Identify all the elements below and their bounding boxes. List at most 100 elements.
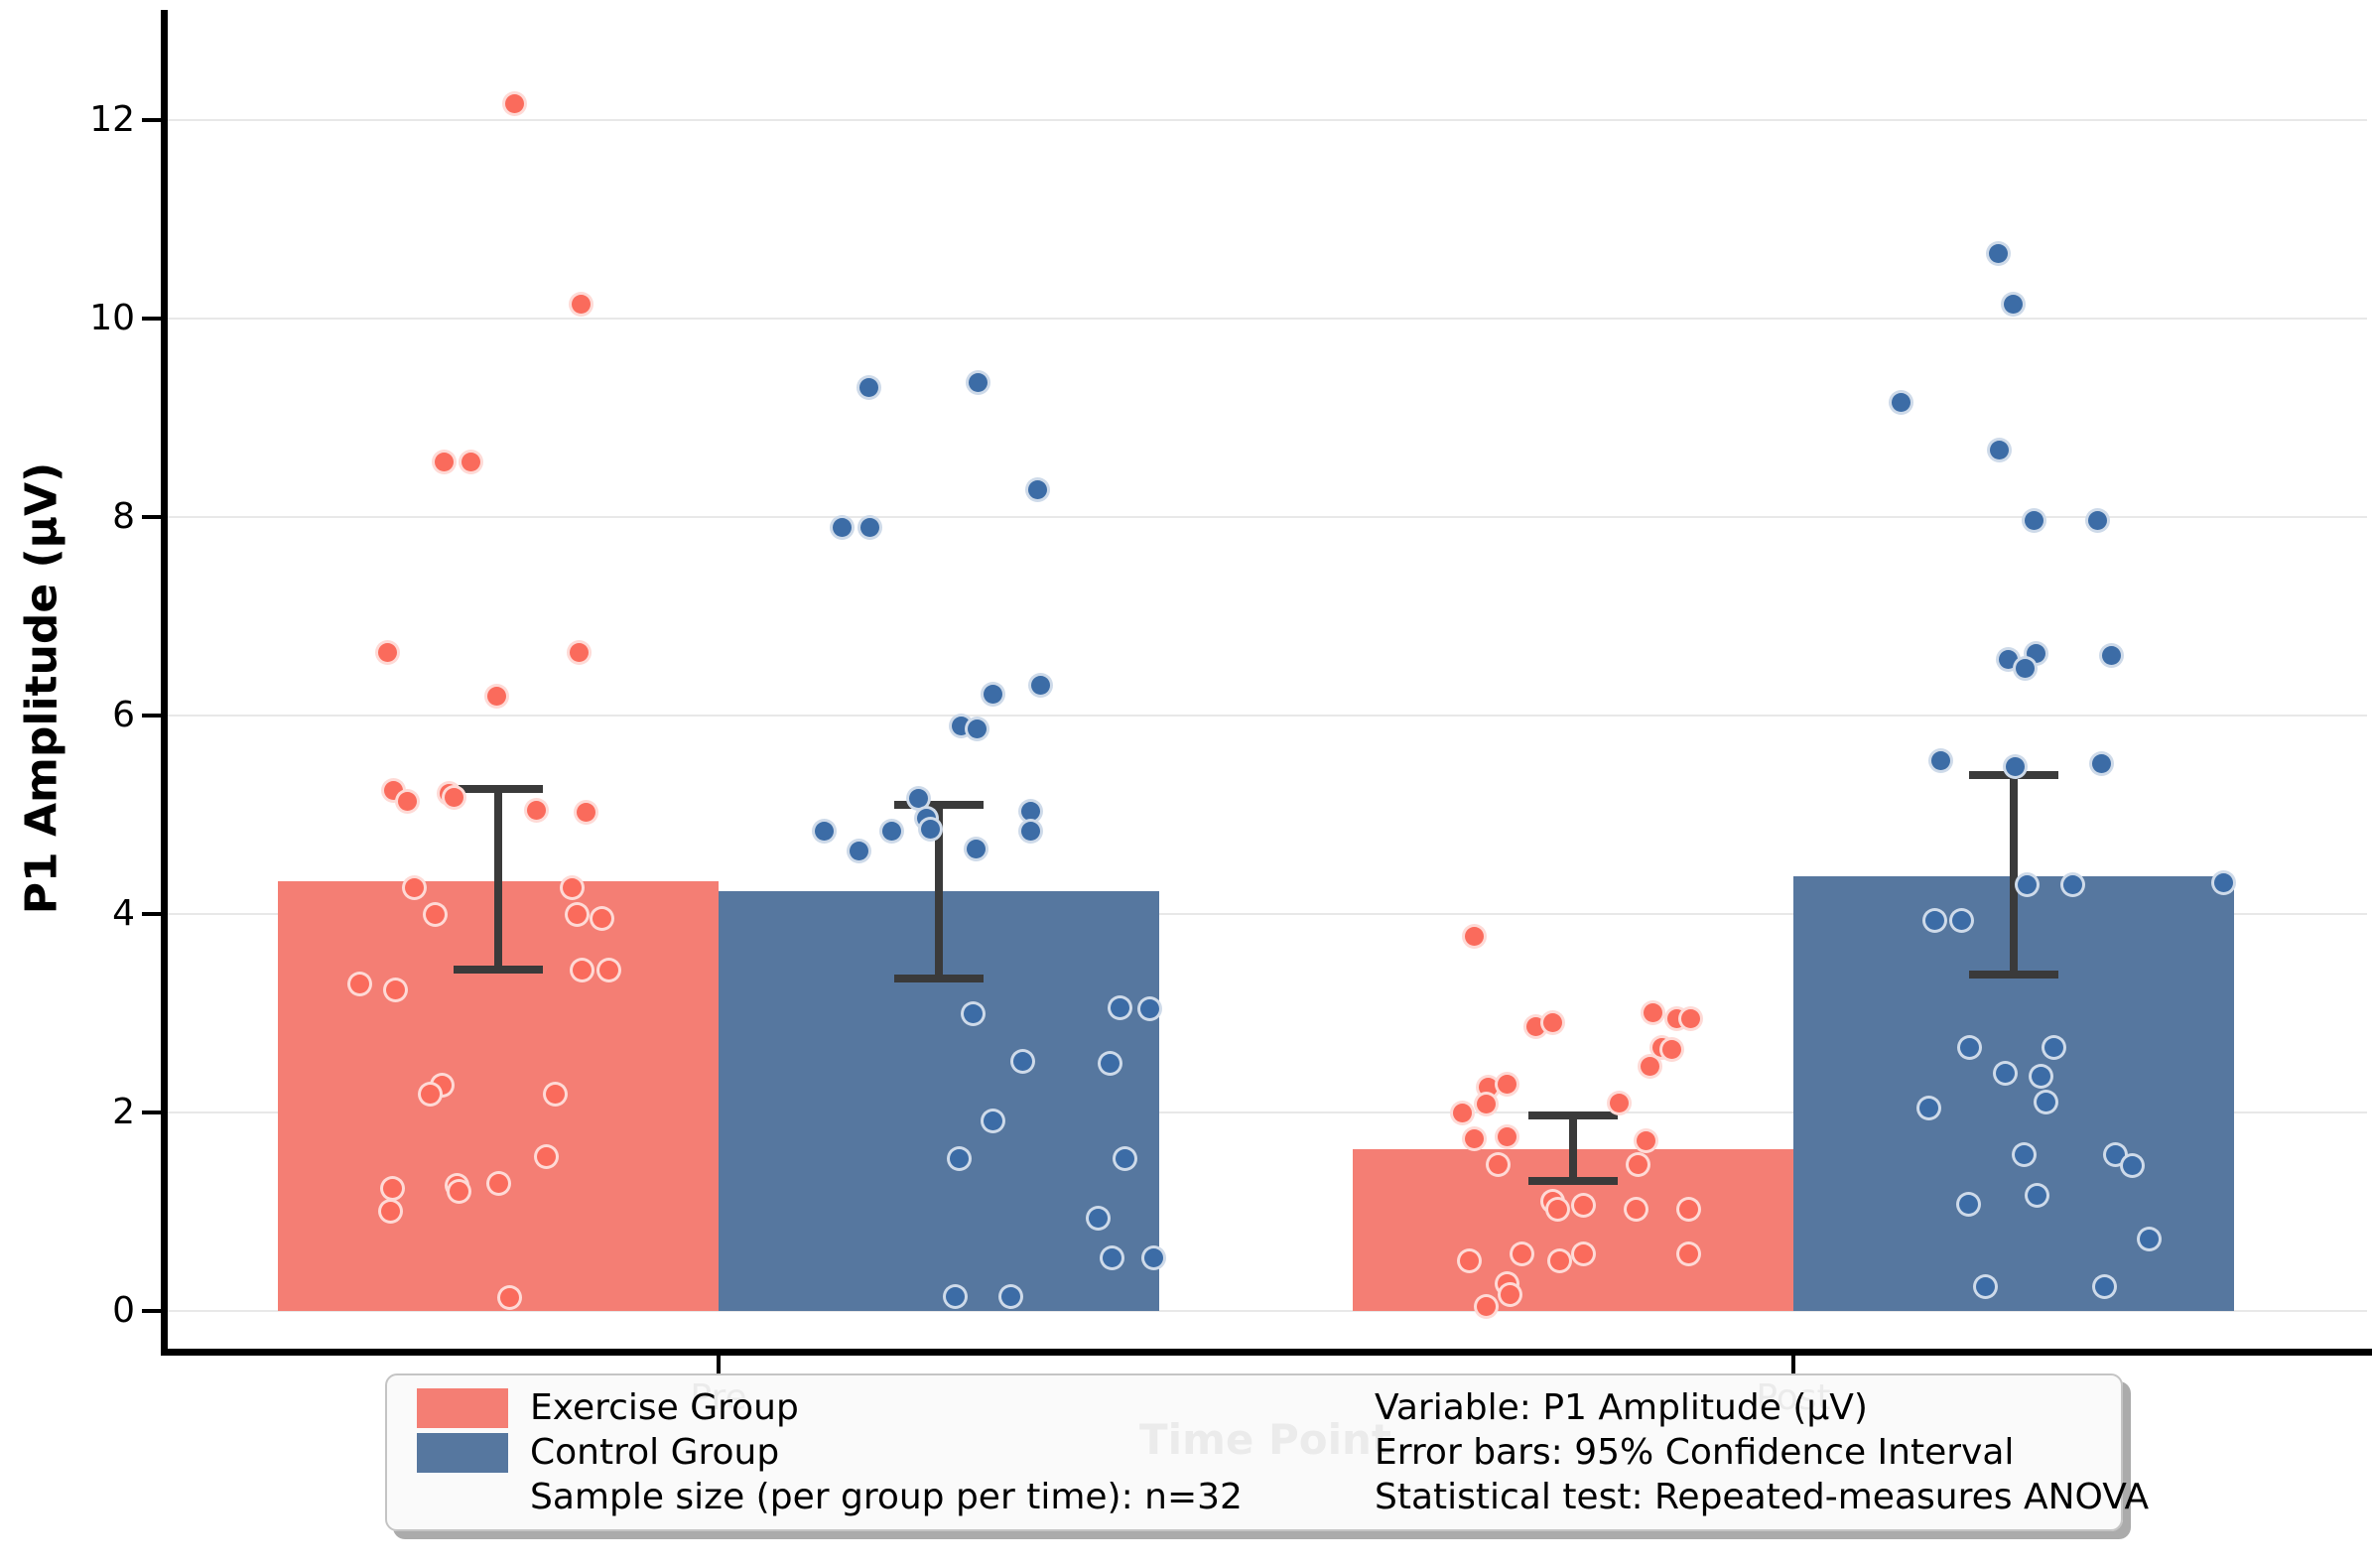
y-gridline — [164, 516, 2367, 518]
y-tick-mark — [142, 912, 162, 916]
data-point-control — [811, 818, 837, 844]
y-tick-label: 0 — [112, 1290, 135, 1331]
legend-label-exercise: Exercise Group — [530, 1387, 799, 1428]
data-point-control — [980, 681, 1005, 707]
error-bar-line — [494, 789, 502, 970]
data-point-control — [1017, 818, 1043, 844]
data-point-exercise — [1570, 1192, 1596, 1218]
data-point-exercise — [1606, 1090, 1632, 1115]
bottom-spine — [161, 1349, 2372, 1356]
y-tick-mark — [142, 1111, 162, 1114]
data-point-control — [1915, 1095, 1941, 1120]
data-point-control — [857, 514, 882, 540]
data-point-exercise — [589, 905, 614, 931]
data-point-exercise — [496, 1284, 522, 1310]
data-point-control — [2210, 869, 2236, 895]
data-point-exercise — [483, 683, 509, 709]
y-tick-label: 6 — [112, 695, 135, 735]
data-point-control — [1027, 672, 1053, 698]
y-tick-label: 4 — [112, 893, 135, 934]
data-point-control — [1017, 798, 1043, 824]
data-point-exercise — [569, 957, 594, 982]
y-gridline — [164, 318, 2367, 320]
error-bar-cap-bottom — [1528, 1177, 1618, 1185]
data-point-exercise — [1494, 1071, 1519, 1097]
data-point-exercise — [1485, 1151, 1511, 1177]
info-sample-size: Sample size (per group per time): n=32 — [530, 1477, 1243, 1517]
data-point-exercise — [377, 1198, 403, 1224]
data-point-control — [829, 514, 855, 540]
data-point-control — [2012, 655, 2038, 681]
data-point-control — [1927, 747, 1953, 773]
info-error-bars: Error bars: 95% Confidence Interval — [1375, 1432, 2015, 1473]
data-point-control — [1956, 1034, 1982, 1060]
data-point-exercise — [446, 1178, 471, 1204]
control-swatch — [417, 1432, 508, 1473]
y-gridline — [164, 715, 2367, 717]
data-point-exercise — [431, 449, 457, 474]
y-tick-mark — [142, 714, 162, 718]
data-point-exercise — [382, 977, 408, 1002]
data-point-exercise — [1677, 1005, 1703, 1031]
data-point-control — [2021, 507, 2046, 533]
data-point-control — [1097, 1050, 1122, 1076]
data-point-control — [1112, 1145, 1137, 1171]
y-gridline — [164, 913, 2367, 915]
y-tick-label: 2 — [112, 1092, 135, 1132]
data-point-control — [1107, 994, 1132, 1020]
data-point-control — [960, 1000, 986, 1026]
data-point-control — [1948, 907, 1974, 933]
data-point-exercise — [379, 1175, 405, 1201]
exercise-swatch — [417, 1387, 508, 1428]
data-point-exercise — [523, 797, 549, 823]
data-point-control — [2028, 1063, 2053, 1089]
data-point-control — [1985, 240, 2011, 266]
data-point-exercise — [501, 90, 527, 116]
data-point-control — [1986, 437, 2012, 462]
data-point-exercise — [542, 1081, 568, 1107]
data-point-exercise — [422, 901, 448, 927]
data-point-control — [2119, 1152, 2145, 1178]
data-point-exercise — [533, 1143, 559, 1169]
data-point-exercise — [346, 971, 372, 996]
data-point-control — [1009, 1048, 1035, 1074]
y-gridline — [164, 1310, 2367, 1312]
data-point-exercise — [1570, 1241, 1596, 1266]
y-tick-label: 12 — [89, 99, 135, 140]
data-point-control — [2002, 753, 2028, 779]
data-point-exercise — [1658, 1036, 1684, 1062]
legend-entry-variable: Variable: P1 Amplitude (μV) — [1375, 1387, 2149, 1428]
data-point-exercise — [1546, 1247, 1572, 1273]
data-point-control — [878, 818, 904, 844]
data-point-exercise — [394, 788, 420, 814]
y-axis-title: P1 Amplitude (μV) — [16, 461, 67, 915]
data-point-control — [917, 816, 943, 842]
data-point-control — [1099, 1244, 1124, 1270]
y-tick-label: 8 — [112, 496, 135, 537]
data-point-exercise — [1539, 1009, 1565, 1035]
data-point-exercise — [1640, 999, 1665, 1025]
data-point-exercise — [1623, 1196, 1648, 1222]
error-bar-line — [1569, 1115, 1577, 1181]
data-point-control — [2041, 1034, 2066, 1060]
error-bar-line — [2010, 775, 2018, 975]
data-point-control — [2000, 291, 2026, 317]
data-point-exercise — [1494, 1123, 1519, 1149]
data-point-control — [1085, 1205, 1111, 1231]
data-point-control — [980, 1108, 1005, 1133]
data-point-exercise — [441, 784, 466, 810]
data-point-control — [965, 369, 990, 395]
data-point-control — [2014, 871, 2040, 897]
data-point-exercise — [1625, 1151, 1650, 1177]
error-bar-cap-top — [1528, 1111, 1618, 1119]
y-tick-label: 10 — [89, 298, 135, 338]
data-point-control — [2011, 1141, 2037, 1167]
data-point-control — [997, 1283, 1023, 1309]
legend-box: Exercise Group Variable: P1 Amplitude (μ… — [385, 1373, 2149, 1531]
info-variable: Variable: P1 Amplitude (μV) — [1375, 1387, 1868, 1428]
data-point-exercise — [1473, 1293, 1499, 1319]
data-point-exercise — [566, 639, 592, 665]
data-point-exercise — [1633, 1127, 1658, 1153]
